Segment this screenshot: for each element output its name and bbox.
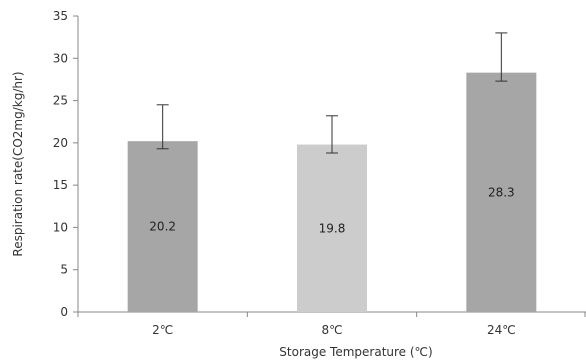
x-tick-label: 8℃ [321,323,342,337]
y-tick-label: 35 [53,9,68,23]
error-bars [156,32,508,154]
error-bar [495,32,508,82]
x-axis: 2℃ 8℃ 24℃ [77,311,586,337]
x-tick-label: 2℃ [152,323,173,337]
data-label: 20.2 [149,220,176,234]
bar [127,141,198,312]
y-tick-label: 20 [53,136,68,150]
data-labels: 20.2 19.8 28.3 [149,185,514,235]
data-label: 28.3 [488,185,515,199]
y-tick-label: 25 [53,94,68,108]
y-axis: 0 5 10 15 20 25 30 35 [53,9,79,319]
error-bar [156,104,169,150]
bar [466,72,537,312]
y-tick-label: 0 [60,305,68,319]
x-axis-title: Storage Temperature (℃) [279,345,432,359]
y-tick-label: 10 [53,220,68,234]
bars [127,72,537,312]
x-tick-label: 24℃ [487,323,516,337]
y-tick-label: 5 [60,263,68,277]
y-tick-label: 15 [53,178,68,192]
y-axis-title: Respiration rate(CO2mg/kg/hr) [11,71,25,256]
data-label: 19.8 [319,221,346,235]
bar [297,144,367,312]
y-tick-label: 30 [53,51,68,65]
error-bar [326,115,338,154]
